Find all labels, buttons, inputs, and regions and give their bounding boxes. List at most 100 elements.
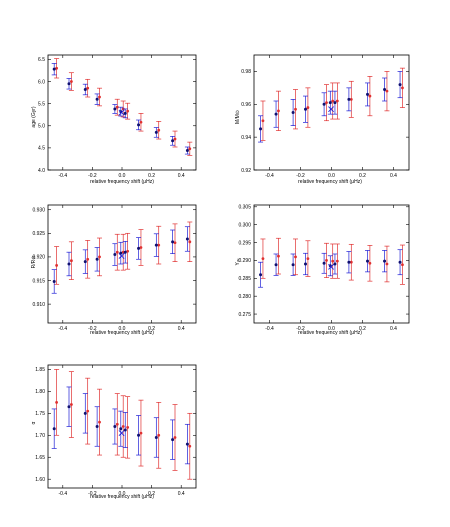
alpha-blue-point xyxy=(95,425,99,428)
mass-ytick-label: 0.92 xyxy=(241,168,251,174)
radius-ytick-label: 0.925 xyxy=(32,231,45,237)
yinit-ytick-label: 0.290 xyxy=(238,258,251,264)
radius-blue-point xyxy=(171,240,175,244)
yinit-red-point xyxy=(385,262,389,266)
age-ylabel: age (Gyr) xyxy=(31,106,37,127)
yinit-blue-point xyxy=(291,263,295,267)
age-red-point xyxy=(173,137,177,141)
alpha-red-point xyxy=(157,433,161,437)
radius-blue-point xyxy=(185,237,189,241)
radius-blue-point xyxy=(67,262,71,266)
alpha-ylabel: α xyxy=(31,421,37,424)
alpha-red-point xyxy=(188,444,192,448)
alpha-blue-point xyxy=(119,427,123,431)
age-blue-point xyxy=(52,67,56,71)
age-cross-marker xyxy=(118,109,125,116)
yinit-red-point xyxy=(294,255,297,259)
mass-xtick-label: 0.0 xyxy=(328,173,335,179)
age-xlabel: relative frequency shift (μHz) xyxy=(90,179,154,185)
mass-xlabel: relative frequency shift (μHz) xyxy=(298,179,362,185)
mass-red-point xyxy=(368,94,372,98)
radius-red-point xyxy=(157,243,161,247)
radius-red-point xyxy=(173,241,177,245)
mass-xtick-label: 0.2 xyxy=(359,173,366,179)
alpha-blue-point xyxy=(67,405,71,409)
radius-red-point xyxy=(86,257,90,261)
radius-ylabel: R/R⊙ xyxy=(31,256,37,269)
yinit-red-point xyxy=(325,259,328,262)
radius-ytick-label: 0.930 xyxy=(32,208,45,214)
yinit-xtick-label: 0.0 xyxy=(328,326,335,332)
mass-plot-frame xyxy=(253,54,410,171)
yinit-xtick-label: 0.4 xyxy=(390,326,397,332)
mass-red-point xyxy=(294,107,297,111)
alpha-ytick-label: 1.65 xyxy=(35,455,45,461)
age-xtick-label: -0.4 xyxy=(58,173,67,179)
age-red-point xyxy=(86,86,90,90)
mass-red-point xyxy=(349,97,353,101)
age-xtick-label: 0.4 xyxy=(178,173,185,179)
mass-blue-point xyxy=(347,97,351,101)
alpha-red-point xyxy=(126,425,130,429)
yinit-ytick-label: 0.280 xyxy=(238,294,251,300)
yinit-blue-point xyxy=(304,262,307,266)
yinit-blue-point xyxy=(333,262,337,266)
age-ytick-label: 5.5 xyxy=(38,101,45,107)
yinit-red-point xyxy=(335,259,339,263)
age-blue-point xyxy=(171,139,175,143)
mass-red-point xyxy=(385,89,389,93)
age-ytick-label: 4.0 xyxy=(38,168,45,174)
age-xtick-label: 0.2 xyxy=(148,173,155,179)
radius-blue-point xyxy=(113,253,117,257)
alpha-red-point xyxy=(173,436,177,439)
mass-blue-point xyxy=(366,92,369,96)
panel-alpha: α relative frequency shift (μHz) -0.4 -0.… xyxy=(31,364,197,500)
panel-mass: M/M⊙ relative frequency shift (μHz) -0.4… xyxy=(235,54,410,185)
alpha-red-point xyxy=(115,422,119,426)
mass-blue-point xyxy=(333,101,337,105)
yinit-xtick-label: 0.2 xyxy=(359,326,366,332)
age-red-point xyxy=(188,147,192,151)
yinit-ylabel: Yᵢₙᵢ xyxy=(235,258,241,265)
radius-red-point xyxy=(98,255,101,259)
yinit-xlabel: relative frequency shift (μHz) xyxy=(298,330,362,336)
radius-red-point xyxy=(55,264,58,267)
mass-red-point xyxy=(335,99,339,103)
mass-blue-point xyxy=(383,88,387,91)
alpha-blue-point xyxy=(123,428,127,432)
alpha-xtick-label: 0.4 xyxy=(178,491,185,497)
yinit-cross-marker xyxy=(328,263,334,270)
radius-xtick-label: 0.0 xyxy=(119,326,126,332)
yinit-blue-point xyxy=(398,260,402,264)
age-blue-point xyxy=(123,111,127,115)
mass-xtick-label: 0.4 xyxy=(390,173,397,179)
mass-ytick-label: 0.96 xyxy=(241,102,251,108)
mass-red-point xyxy=(261,119,265,123)
mass-xtick-label: -0.2 xyxy=(296,173,305,179)
mass-ytick-label: 0.94 xyxy=(241,135,251,141)
alpha-blue-point xyxy=(154,435,158,439)
alpha-ytick-label: 1.85 xyxy=(35,367,45,373)
alpha-red-point xyxy=(98,420,101,424)
radius-blue-point xyxy=(52,279,56,283)
age-red-point xyxy=(157,128,161,132)
mass-red-point xyxy=(331,99,335,103)
yinit-red-point xyxy=(349,260,353,264)
alpha-xlabel: relative frequency shift (μHz) xyxy=(90,494,154,500)
yinit-red-point xyxy=(331,259,335,263)
radius-red-point xyxy=(121,250,125,254)
yinit-ytick-label: 0.275 xyxy=(238,312,251,318)
radius-xtick-label: 0.4 xyxy=(178,326,185,332)
age-red-point xyxy=(98,95,101,99)
age-ytick-label: 4.5 xyxy=(38,146,45,152)
mass-blue-point xyxy=(291,111,295,114)
radius-cross-marker xyxy=(118,253,125,259)
yinit-red-point xyxy=(368,261,372,265)
alpha-blue-point xyxy=(137,433,141,437)
radius-xtick-label: -0.4 xyxy=(58,326,67,332)
age-red-point xyxy=(55,66,58,70)
radius-xtick-label: 0.2 xyxy=(148,326,155,332)
alpha-red-point xyxy=(121,425,125,428)
mass-ylabel: M/M⊙ xyxy=(235,110,241,124)
